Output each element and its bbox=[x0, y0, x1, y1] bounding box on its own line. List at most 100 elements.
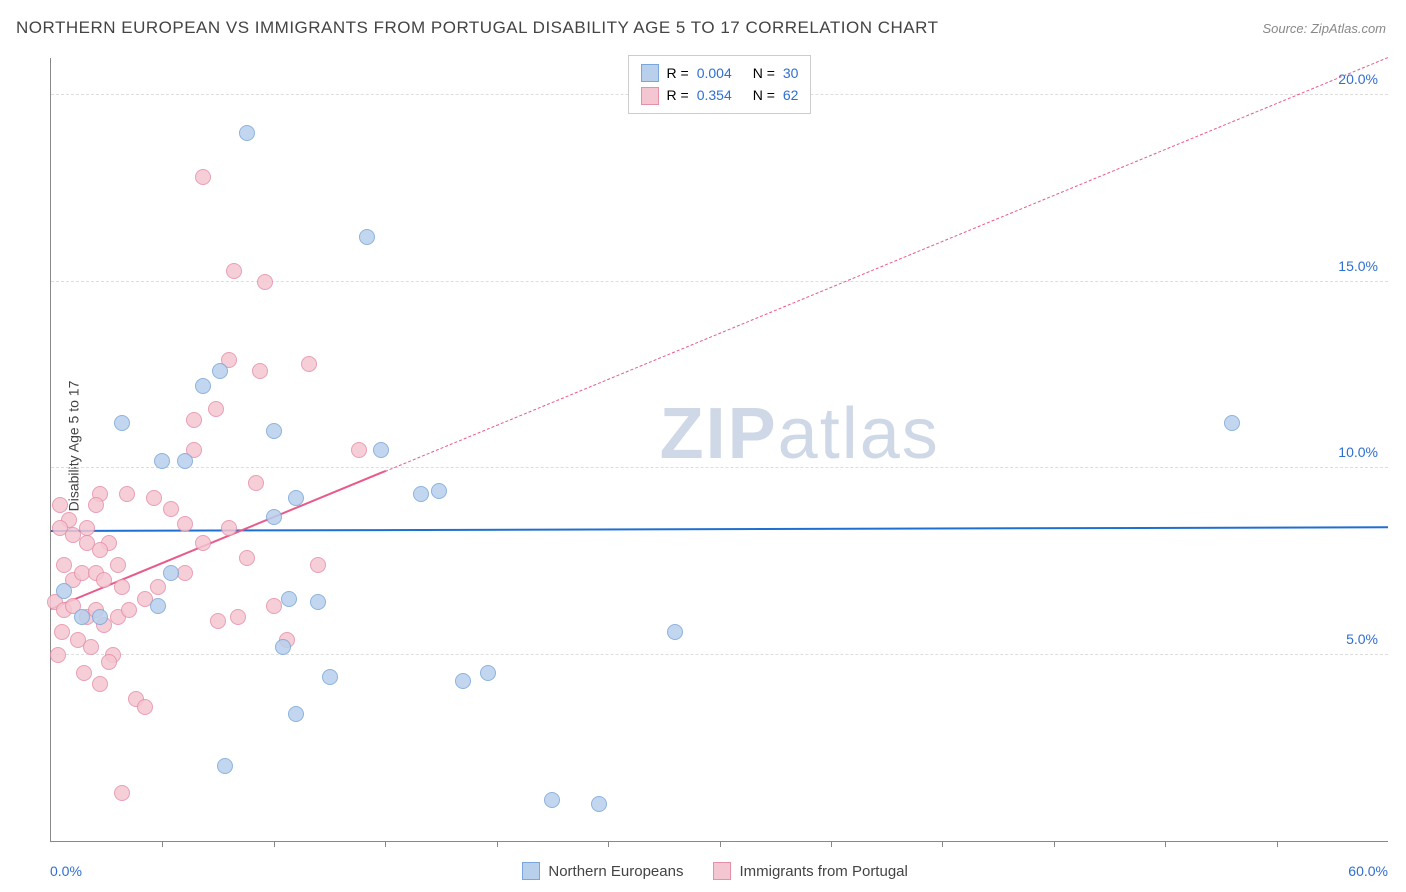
watermark: ZIPatlas bbox=[660, 393, 940, 475]
chart-title: NORTHERN EUROPEAN VS IMMIGRANTS FROM POR… bbox=[16, 18, 938, 38]
scatter-point bbox=[1224, 415, 1240, 431]
scatter-point bbox=[137, 699, 153, 715]
y-tick-label: 10.0% bbox=[1338, 444, 1378, 460]
x-tick bbox=[385, 841, 386, 847]
x-tick bbox=[720, 841, 721, 847]
scatter-point bbox=[119, 486, 135, 502]
x-tick bbox=[162, 841, 163, 847]
scatter-point bbox=[50, 647, 66, 663]
scatter-point bbox=[322, 669, 338, 685]
scatter-point bbox=[455, 673, 471, 689]
scatter-point bbox=[413, 486, 429, 502]
x-axis-max-label: 60.0% bbox=[1348, 863, 1388, 879]
legend-n-label: N = bbox=[753, 84, 775, 106]
y-tick-label: 5.0% bbox=[1346, 631, 1378, 647]
scatter-point bbox=[275, 639, 291, 655]
scatter-point bbox=[79, 520, 95, 536]
scatter-point bbox=[591, 796, 607, 812]
trend-line bbox=[385, 57, 1388, 472]
scatter-point bbox=[281, 591, 297, 607]
scatter-point bbox=[544, 792, 560, 808]
scatter-point bbox=[88, 497, 104, 513]
scatter-point bbox=[288, 490, 304, 506]
x-tick bbox=[497, 841, 498, 847]
scatter-point bbox=[163, 565, 179, 581]
gridline bbox=[51, 654, 1388, 655]
scatter-point bbox=[83, 639, 99, 655]
x-tick bbox=[1277, 841, 1278, 847]
scatter-point bbox=[310, 557, 326, 573]
scatter-point bbox=[310, 594, 326, 610]
legend-stats-row: R = 0.004 N = 30 bbox=[641, 62, 799, 84]
scatter-point bbox=[431, 483, 447, 499]
scatter-point bbox=[239, 550, 255, 566]
scatter-point bbox=[221, 520, 237, 536]
scatter-point bbox=[74, 609, 90, 625]
scatter-point bbox=[480, 665, 496, 681]
legend-series-label: Northern Europeans bbox=[548, 863, 683, 880]
chart-plot-area: ZIPatlas R = 0.004 N = 30 R = 0.354 N = … bbox=[50, 58, 1388, 842]
legend-swatch-blue bbox=[522, 862, 540, 880]
scatter-point bbox=[301, 356, 317, 372]
scatter-point bbox=[52, 497, 68, 513]
legend-r-label: R = bbox=[667, 84, 689, 106]
scatter-point bbox=[266, 598, 282, 614]
scatter-point bbox=[212, 363, 228, 379]
scatter-point bbox=[351, 442, 367, 458]
scatter-point bbox=[217, 758, 233, 774]
scatter-point bbox=[101, 654, 117, 670]
scatter-point bbox=[195, 169, 211, 185]
chart-source: Source: ZipAtlas.com bbox=[1262, 21, 1386, 36]
scatter-point bbox=[163, 501, 179, 517]
scatter-point bbox=[210, 613, 226, 629]
scatter-point bbox=[54, 624, 70, 640]
scatter-point bbox=[114, 415, 130, 431]
scatter-point bbox=[150, 598, 166, 614]
scatter-point bbox=[266, 509, 282, 525]
scatter-point bbox=[186, 412, 202, 428]
scatter-point bbox=[177, 453, 193, 469]
scatter-point bbox=[56, 583, 72, 599]
scatter-point bbox=[195, 535, 211, 551]
legend-swatch-pink bbox=[713, 862, 731, 880]
scatter-point bbox=[96, 572, 112, 588]
x-tick bbox=[1165, 841, 1166, 847]
y-tick-label: 15.0% bbox=[1338, 258, 1378, 274]
scatter-point bbox=[226, 263, 242, 279]
scatter-point bbox=[92, 542, 108, 558]
scatter-point bbox=[114, 579, 130, 595]
scatter-point bbox=[266, 423, 282, 439]
scatter-point bbox=[110, 557, 126, 573]
scatter-point bbox=[150, 579, 166, 595]
x-axis-min-label: 0.0% bbox=[50, 863, 82, 879]
legend-swatch-blue bbox=[641, 64, 659, 82]
legend-stats-row: R = 0.354 N = 62 bbox=[641, 84, 799, 106]
scatter-point bbox=[252, 363, 268, 379]
legend-r-value: 0.354 bbox=[697, 84, 745, 106]
gridline bbox=[51, 467, 1388, 468]
legend-n-value: 30 bbox=[783, 62, 799, 84]
scatter-point bbox=[248, 475, 264, 491]
legend-stats-box: R = 0.004 N = 30 R = 0.354 N = 62 bbox=[628, 55, 812, 114]
scatter-point bbox=[373, 442, 389, 458]
scatter-point bbox=[146, 490, 162, 506]
scatter-point bbox=[288, 706, 304, 722]
scatter-point bbox=[114, 785, 130, 801]
x-tick bbox=[831, 841, 832, 847]
scatter-point bbox=[154, 453, 170, 469]
scatter-point bbox=[239, 125, 255, 141]
legend-r-value: 0.004 bbox=[697, 62, 745, 84]
legend-n-label: N = bbox=[753, 62, 775, 84]
x-tick bbox=[608, 841, 609, 847]
scatter-point bbox=[92, 676, 108, 692]
gridline bbox=[51, 281, 1388, 282]
legend-item: Northern Europeans bbox=[522, 862, 683, 880]
x-tick bbox=[1054, 841, 1055, 847]
legend-bottom: 0.0% Northern Europeans Immigrants from … bbox=[50, 862, 1388, 880]
legend-swatch-pink bbox=[641, 87, 659, 105]
scatter-point bbox=[359, 229, 375, 245]
x-tick bbox=[274, 841, 275, 847]
scatter-point bbox=[92, 609, 108, 625]
legend-item: Immigrants from Portugal bbox=[713, 862, 907, 880]
scatter-point bbox=[76, 665, 92, 681]
